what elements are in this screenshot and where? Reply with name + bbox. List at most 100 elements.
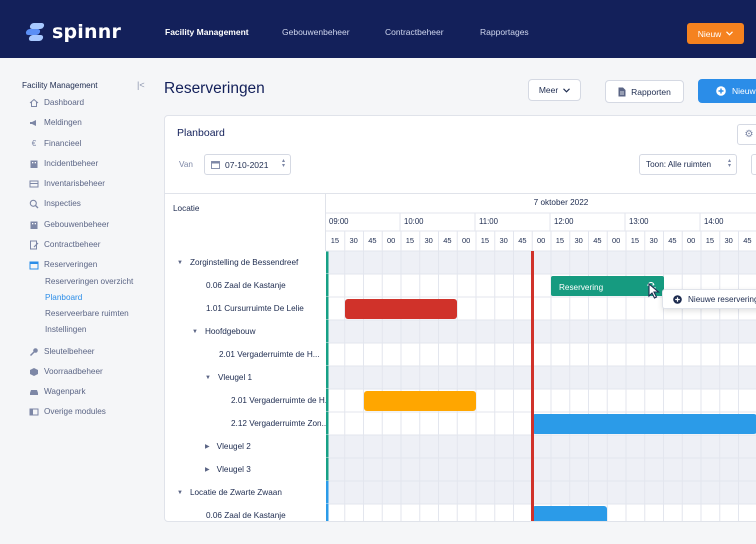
reservation-block[interactable] bbox=[344, 299, 458, 319]
sidebar-item-label: Financieel bbox=[44, 139, 82, 148]
sidebar-subitem-planboard[interactable]: Planboard bbox=[45, 293, 83, 302]
reports-button[interactable]: Rapporten bbox=[605, 80, 684, 103]
new-reservation-button[interactable]: Nieuw bbox=[698, 79, 756, 103]
date-stepper-icon[interactable]: ▴ ▾ bbox=[281, 158, 285, 169]
sidebar-item-meldingen[interactable]: Meldingen bbox=[29, 116, 82, 129]
quarter-label: 45 bbox=[368, 236, 376, 245]
row-accent-bar bbox=[326, 481, 329, 504]
sidebar-subitem-instellingen[interactable]: Instellingen bbox=[45, 325, 87, 334]
sidebar-item-gebouwenbeheer[interactable]: Gebouwenbeheer bbox=[29, 218, 109, 231]
sidebar-subitem-reserveringen-overzicht[interactable]: Reserveringen overzicht bbox=[45, 277, 134, 286]
reservation-block[interactable] bbox=[532, 414, 756, 434]
sidebar-item-financieel[interactable]: € Financieel bbox=[29, 137, 82, 150]
new-dropdown-button[interactable]: Nieuw bbox=[687, 23, 744, 44]
sidebar-item-sleutelbeheer[interactable]: Sleutelbeheer bbox=[29, 345, 95, 358]
sidebar-item-label: Contractbeheer bbox=[44, 240, 101, 249]
sidebar-item-label: Dashboard bbox=[44, 98, 85, 107]
sidebar-subitem-reserveerbare-ruimten[interactable]: Reserveerbare ruimten bbox=[45, 309, 129, 318]
sidebar-item-label: Overige modules bbox=[44, 407, 106, 416]
expand-down-icon[interactable]: ▼ bbox=[177, 259, 183, 266]
more-dropdown-button[interactable]: Meer bbox=[528, 79, 581, 101]
hour-label: 14:00 bbox=[704, 217, 724, 226]
plus-circle-icon bbox=[673, 294, 682, 304]
row-accent-bar bbox=[326, 412, 329, 435]
location-group-row[interactable]: ▼ Hoofdgebouw bbox=[192, 320, 255, 343]
spinnr-logo[interactable]: spinnr bbox=[25, 21, 122, 43]
sidebar-item-voorraadbeheer[interactable]: Voorraadbeheer bbox=[29, 365, 103, 378]
room-row[interactable]: 2.12 Vergaderruimte Zon... bbox=[231, 412, 328, 435]
sidebar-item-inventarisbeheer[interactable]: Inventarisbeheer bbox=[29, 177, 105, 190]
quarter-label: 00 bbox=[537, 236, 545, 245]
expand-right-icon[interactable]: ▶ bbox=[205, 467, 210, 473]
sidebar-item-contractbeheer[interactable]: Contractbeheer bbox=[29, 238, 100, 251]
new-reservation-tooltip[interactable]: Nieuwe reservering bbox=[662, 289, 756, 309]
sidebar-item-label: Voorraadbeheer bbox=[44, 367, 103, 376]
row-accent-bar bbox=[326, 366, 329, 389]
from-date-field[interactable]: 07-10-2021 ▴ ▾ bbox=[204, 154, 291, 175]
stock-icon bbox=[29, 367, 39, 377]
sidebar-item-label: Inventarisbeheer bbox=[44, 179, 105, 188]
mouse-cursor-icon bbox=[648, 283, 660, 299]
expand-down-icon[interactable]: ▼ bbox=[205, 374, 211, 381]
topnav-facility-management[interactable]: Facility Management bbox=[165, 27, 249, 37]
room-row[interactable]: 0.06 Zaal de Kastanje bbox=[206, 504, 286, 521]
location-group-row[interactable]: ▶ Vleugel 2 bbox=[205, 435, 251, 458]
room-row[interactable]: 0.06 Zaal de Kastanje bbox=[206, 274, 286, 297]
reservation-label: Reservering bbox=[559, 283, 604, 292]
topnav-contractbeheer[interactable]: Contractbeheer bbox=[385, 27, 444, 37]
room-row[interactable]: 2.01 Vergaderruimte de H... bbox=[231, 389, 332, 412]
contract-icon bbox=[29, 240, 39, 250]
sidebar-item-inspecties[interactable]: Inspecties bbox=[29, 197, 81, 210]
hour-label: 13:00 bbox=[629, 217, 649, 226]
plus-circle-icon bbox=[716, 86, 726, 96]
row-accent-bar bbox=[326, 458, 329, 481]
sidebar-item-overige-modules[interactable]: Overige modules bbox=[29, 405, 106, 418]
room-row[interactable]: 1.01 Cursurruimte De Lelie bbox=[206, 297, 304, 320]
topnav-rapportages[interactable]: Rapportages bbox=[480, 27, 529, 37]
quarter-label: 15 bbox=[631, 236, 639, 245]
row-accent-bar bbox=[326, 251, 329, 274]
settings-button[interactable]: ⚙ bbox=[737, 124, 756, 145]
quarter-label: 15 bbox=[406, 236, 414, 245]
row-label: Vleugel 1 bbox=[217, 373, 253, 382]
sidebar-item-dashboard[interactable]: Dashboard bbox=[29, 96, 84, 109]
collapse-sidebar-icon[interactable]: |< bbox=[137, 80, 145, 90]
location-group-row[interactable]: ▶ Vleugel 3 bbox=[205, 458, 251, 481]
from-date-value: 07-10-2021 bbox=[225, 159, 269, 170]
reservation-block[interactable]: Reservering bbox=[551, 276, 664, 296]
sidebar-item-wagenpark[interactable]: Wagenpark bbox=[29, 385, 86, 398]
expand-down-icon[interactable]: ▼ bbox=[177, 489, 183, 496]
sidebar-item-label: Wagenpark bbox=[44, 387, 86, 396]
hour-label: 11:00 bbox=[479, 217, 499, 226]
hour-label: 12:00 bbox=[554, 217, 574, 226]
room-row[interactable]: 2.01 Vergaderruimte de H... bbox=[219, 343, 320, 366]
reservation-block[interactable] bbox=[532, 506, 608, 521]
quarter-label: 45 bbox=[743, 236, 751, 245]
location-group-row[interactable]: ▼ Vleugel 1 bbox=[205, 366, 252, 389]
sidebar-item-reserveringen[interactable]: Reserveringen bbox=[29, 258, 97, 271]
calendar-view-button[interactable] bbox=[751, 154, 756, 175]
planboard-timeline[interactable]: 7 oktober 2022 09:00 10:00 11:00 12:00 13:00 1… bbox=[326, 193, 756, 521]
quarter-label: 00 bbox=[612, 236, 620, 245]
location-column-header: Locatie bbox=[165, 193, 326, 251]
row-label: 0.06 Zaal de Kastanje bbox=[206, 281, 286, 290]
location-group-row[interactable]: ▼ Zorginstelling de Bessendreef bbox=[177, 251, 298, 274]
timeline-row-bg bbox=[326, 481, 756, 504]
quarter-label: 30 bbox=[424, 236, 432, 245]
view-select[interactable]: Toon: Alle ruimten ▴ ▾ bbox=[639, 154, 737, 175]
sidebar-item-incidentbeheer[interactable]: Incidentbeheer bbox=[29, 157, 98, 170]
sidebar-item-label: Inspecties bbox=[44, 199, 81, 208]
sidebar-item-label: Gebouwenbeheer bbox=[44, 220, 110, 229]
brand-name: spinnr bbox=[52, 21, 122, 43]
quarter-label: 30 bbox=[574, 236, 582, 245]
row-accent-bar bbox=[326, 435, 329, 458]
expand-right-icon[interactable]: ▶ bbox=[205, 444, 210, 450]
topnav-gebouwenbeheer[interactable]: Gebouwenbeheer bbox=[282, 27, 350, 37]
expand-down-icon[interactable]: ▼ bbox=[192, 328, 198, 335]
quarter-label: 15 bbox=[706, 236, 714, 245]
reservation-block[interactable] bbox=[363, 391, 476, 411]
quarter-label: 45 bbox=[668, 236, 676, 245]
row-label: 0.06 Zaal de Kastanje bbox=[206, 511, 286, 520]
location-group-row[interactable]: ▼ Locatie de Zwarte Zwaan bbox=[177, 481, 282, 504]
sidebar-heading: Facility Management bbox=[22, 81, 98, 90]
